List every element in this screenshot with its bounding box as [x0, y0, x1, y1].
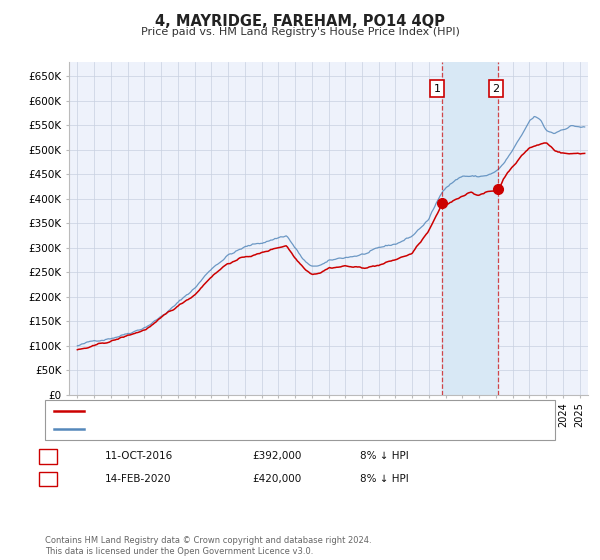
Text: 8% ↓ HPI: 8% ↓ HPI [360, 451, 409, 461]
Text: 14-FEB-2020: 14-FEB-2020 [105, 474, 172, 484]
Bar [442, 62, 498, 395]
Text: 1: 1 [44, 451, 52, 461]
Text: HPI: Average price, detached house, Fareham: HPI: Average price, detached house, Fare… [90, 423, 328, 433]
Text: £420,000: £420,000 [252, 474, 301, 484]
Text: Price paid vs. HM Land Registry's House Price Index (HPI): Price paid vs. HM Land Registry's House … [140, 27, 460, 37]
Text: 2: 2 [493, 83, 499, 94]
Text: 8% ↓ HPI: 8% ↓ HPI [360, 474, 409, 484]
Text: 1: 1 [434, 83, 441, 94]
Text: 11-OCT-2016: 11-OCT-2016 [105, 451, 173, 461]
Text: 4, MAYRIDGE, FAREHAM, PO14 4QP: 4, MAYRIDGE, FAREHAM, PO14 4QP [155, 14, 445, 29]
Text: Contains HM Land Registry data © Crown copyright and database right 2024.
This d: Contains HM Land Registry data © Crown c… [45, 536, 371, 556]
Text: 2: 2 [44, 474, 52, 484]
Text: 4, MAYRIDGE, FAREHAM, PO14 4QP (detached house): 4, MAYRIDGE, FAREHAM, PO14 4QP (detached… [90, 407, 367, 417]
Text: £392,000: £392,000 [252, 451, 301, 461]
